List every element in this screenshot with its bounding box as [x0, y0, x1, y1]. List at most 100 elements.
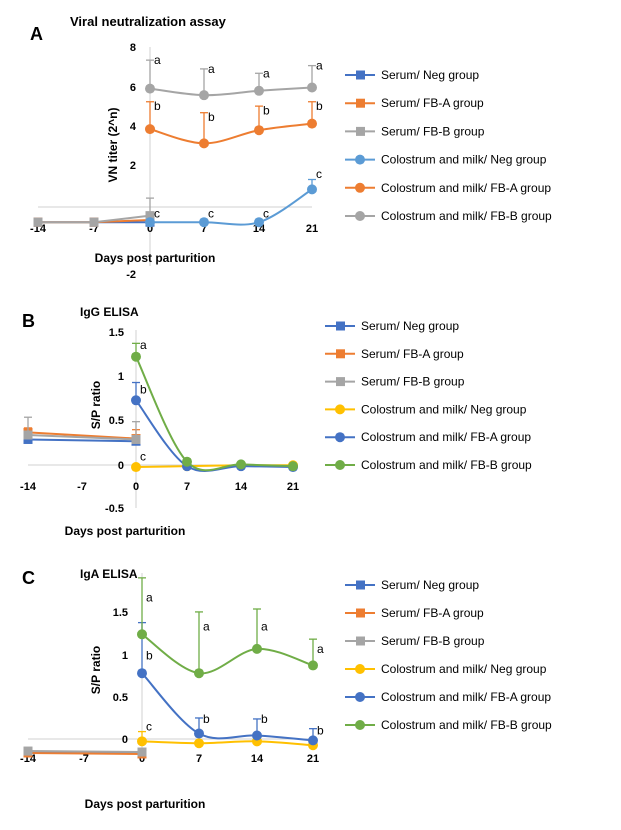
legend-label: Colostrum and milk/ Neg group: [381, 662, 547, 676]
legend-label: Serum/ FB-B group: [381, 124, 485, 138]
legend-label: Colostrum and milk/ FB-A group: [361, 430, 531, 444]
series-4: [137, 730, 318, 751]
y-tick-label: -2: [126, 269, 136, 281]
legend-label: Colostrum and milk/ FB-B group: [381, 718, 552, 732]
legend-marker: [356, 636, 365, 646]
data-point: [145, 124, 155, 135]
x-tick-label: 7: [196, 753, 202, 765]
legend-label: Serum/ FB-B group: [361, 375, 465, 389]
data-point: [131, 351, 141, 362]
legend-label: Colostrum and milk/ FB-A group: [381, 690, 551, 704]
legend-item: Colostrum and milk/ FB-A group: [345, 690, 551, 704]
x-tick-label: 0: [147, 223, 153, 235]
y-tick-label: 2: [130, 160, 136, 172]
legend-marker: [356, 608, 365, 618]
legend-item: Colostrum and milk/ FB-B group: [325, 458, 532, 472]
legend-item: Colostrum and milk/ Neg group: [325, 402, 527, 416]
legend-marker: [355, 720, 365, 730]
legend-marker: [335, 404, 345, 415]
series-3: [33, 197, 155, 227]
series-line: [27, 434, 137, 441]
legend-marker: [355, 154, 365, 165]
annotation-letter: a: [316, 59, 323, 73]
data-point: [194, 738, 204, 749]
data-point: [145, 211, 155, 221]
series-6: [145, 59, 317, 101]
x-tick-label: 14: [251, 753, 264, 765]
data-point: [252, 643, 262, 654]
y-axis-label: S/P ratio: [89, 646, 103, 694]
data-point: [145, 83, 155, 94]
x-tick-label: -14: [20, 481, 37, 493]
series-6: [137, 577, 318, 679]
legend-marker: [356, 70, 365, 80]
legend-marker: [335, 432, 345, 443]
x-tick-label: 7: [201, 223, 207, 235]
annotation-letter: c: [208, 206, 214, 220]
data-point: [89, 217, 99, 227]
annotation-letter: c: [316, 167, 322, 181]
annotation-letter: a: [317, 642, 324, 656]
legend-marker: [336, 321, 345, 331]
annotation-letter: b: [317, 724, 324, 738]
series-line: [141, 672, 314, 742]
annotation-letter: a: [263, 66, 270, 80]
series-line: [27, 438, 137, 443]
legend-item: Colostrum and milk/ FB-B group: [345, 209, 552, 223]
legend-label: Colostrum and milk/ FB-B group: [381, 209, 552, 223]
panel-b: B IgG ELISA -0.5 0 0.5 1 1.5 -14 -7 0 7 14 21 Days po…: [20, 305, 532, 538]
legend-marker: [355, 664, 365, 674]
legend-item: Colostrum and milk/ FB-A group: [325, 430, 531, 444]
data-point: [236, 459, 246, 470]
panel-letter: A: [30, 24, 43, 44]
series-4: [145, 178, 317, 228]
data-point: [254, 85, 264, 96]
x-tick-label: 14: [235, 481, 248, 493]
legend-item: Serum/ Neg group: [345, 68, 479, 82]
annotation-letter: b: [146, 649, 153, 663]
data-point: [307, 118, 317, 129]
legend-label: Serum/ Neg group: [361, 319, 459, 333]
legend-item: Serum/ Neg group: [325, 319, 459, 333]
panel-letter: B: [22, 311, 35, 331]
y-tick-label: 8: [130, 42, 136, 54]
data-point: [194, 728, 204, 739]
legend-marker: [355, 211, 365, 221]
x-tick-label: 0: [133, 481, 139, 493]
legend-marker: [355, 692, 365, 702]
series-line: [149, 122, 313, 145]
data-point: [254, 217, 264, 228]
y-tick-label: 0.5: [113, 692, 128, 704]
series-3: [23, 746, 147, 757]
annotation-letter: a: [140, 338, 147, 352]
y-tick-label: 0.5: [109, 415, 124, 427]
legend-item: Colostrum and milk/ FB-B group: [345, 718, 552, 732]
data-point: [288, 461, 298, 472]
legend-marker: [336, 377, 345, 387]
annotation-letter: a: [154, 53, 161, 67]
x-axis-label: Days post parturition: [95, 251, 216, 265]
data-point: [307, 184, 317, 195]
legend: Serum/ Neg group Serum/ FB-A group Serum/ …: [345, 68, 552, 223]
data-point: [137, 629, 147, 640]
x-tick-label: 7: [184, 481, 190, 493]
annotation-letter: b: [208, 110, 215, 124]
annotation-letter: c: [263, 206, 269, 220]
series-3: [23, 416, 141, 444]
legend-item: Serum/ Neg group: [345, 578, 479, 592]
series-line: [150, 188, 313, 226]
legend-item: Serum/ FB-B group: [325, 375, 465, 389]
data-point: [23, 430, 33, 440]
legend-marker: [355, 182, 365, 193]
legend-label: Serum/ FB-B group: [381, 634, 485, 648]
y-tick-label: 4: [130, 121, 137, 133]
legend-marker: [335, 460, 345, 470]
data-point: [137, 736, 147, 747]
legend-item: Serum/ FB-A group: [345, 96, 484, 110]
legend-item: Colostrum and milk/ FB-A group: [345, 181, 551, 195]
y-tick-label: 1.5: [113, 607, 128, 619]
chart-title: IgA ELISA: [80, 567, 138, 581]
annotation-letter: b: [261, 712, 268, 726]
legend: Serum/ Neg group Serum/ FB-A group Serum/ …: [325, 319, 532, 472]
